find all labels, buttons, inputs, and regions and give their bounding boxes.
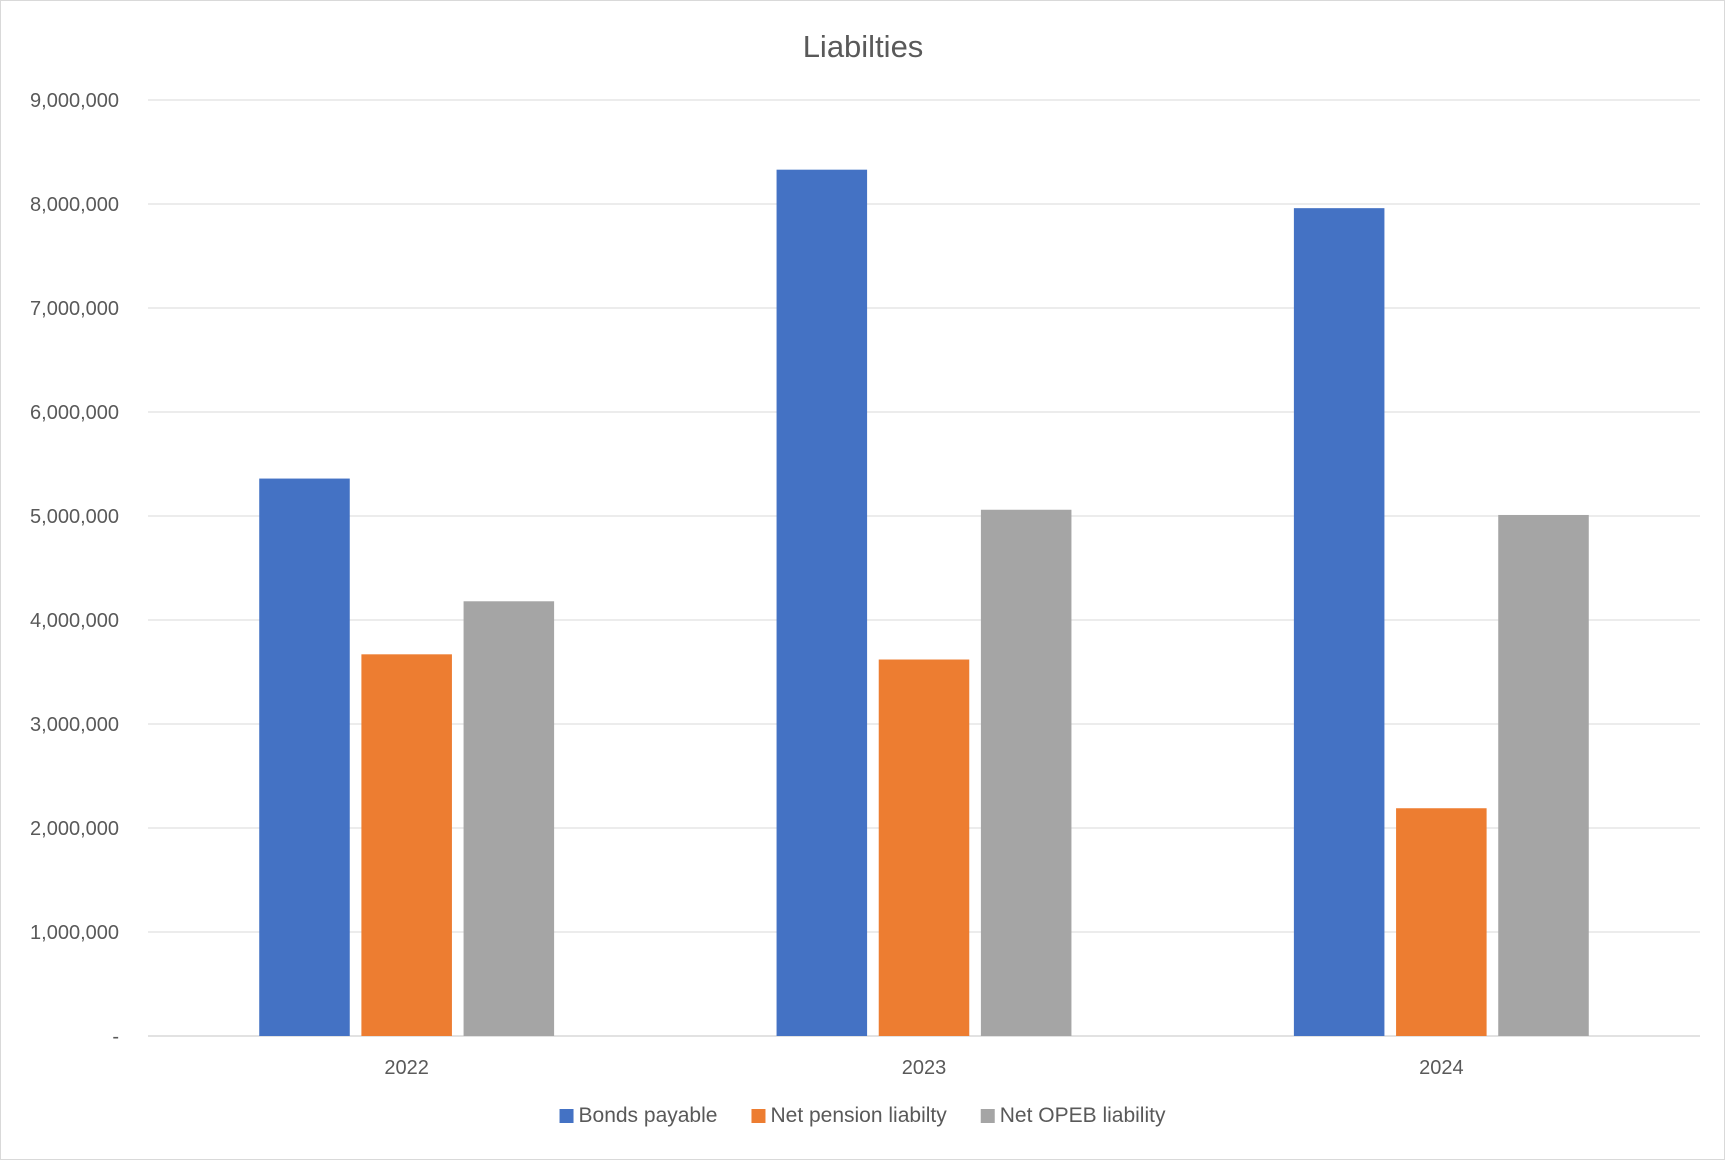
legend-label: Bonds payable <box>579 1104 718 1127</box>
bar-net-pension-liabilty-2024 <box>1396 808 1487 1036</box>
x-axis-tick-labels: 2022 2023 2024 <box>384 1057 1463 1079</box>
legend-swatch <box>980 1109 995 1123</box>
legend-item-net-pension-liabilty: Net pension liabilty <box>751 1104 947 1127</box>
chart-title: Liabilties <box>803 29 924 64</box>
bar-bonds-payable-2022 <box>259 478 350 1036</box>
legend-item-net-opeb-liability: Net OPEB liability <box>980 1104 1166 1127</box>
y-tick-label: 4,000,000 <box>30 610 119 632</box>
bar-bonds-payable-2023 <box>776 169 868 1036</box>
legend-swatch <box>751 1109 766 1123</box>
legend-swatch <box>559 1109 574 1123</box>
y-tick-label: 8,000,000 <box>30 194 119 216</box>
y-tick-label: 1,000,000 <box>30 922 119 944</box>
legend-item-bonds-payable: Bonds payable <box>559 1104 718 1127</box>
y-tick-label: 3,000,000 <box>30 714 119 736</box>
bar-bonds-payable-2024 <box>1293 208 1385 1036</box>
y-axis-tick-labels: - 1,000,000 2,000,000 3,000,000 4,000,000 5,0… <box>30 90 119 1048</box>
y-tick-label: 2,000,000 <box>30 818 119 840</box>
bar-net-opeb-liability-2022 <box>463 601 555 1036</box>
legend-label: Net pension liabilty <box>770 1104 947 1127</box>
y-tick-label: 5,000,000 <box>30 506 119 528</box>
bar-net-opeb-liability-2023 <box>980 509 1072 1036</box>
y-tick-label: 9,000,000 <box>30 90 119 112</box>
y-tick-label: 7,000,000 <box>30 298 119 320</box>
x-tick-label: 2024 <box>1419 1057 1464 1079</box>
bar-net-pension-liabilty-2023 <box>878 659 970 1036</box>
legend-label: Net OPEB liability <box>1000 1104 1166 1127</box>
bar-group <box>259 169 1589 1036</box>
legend: Bonds payable Net pension liabilty Net OPE… <box>559 1104 1166 1127</box>
x-tick-label: 2023 <box>902 1057 947 1079</box>
bar-net-pension-liabilty-2022 <box>361 654 452 1036</box>
bar-net-opeb-liability-2024 <box>1498 514 1589 1036</box>
y-tick-label: 6,000,000 <box>30 402 119 424</box>
y-tick-label: - <box>112 1026 119 1048</box>
x-tick-label: 2022 <box>384 1057 429 1079</box>
